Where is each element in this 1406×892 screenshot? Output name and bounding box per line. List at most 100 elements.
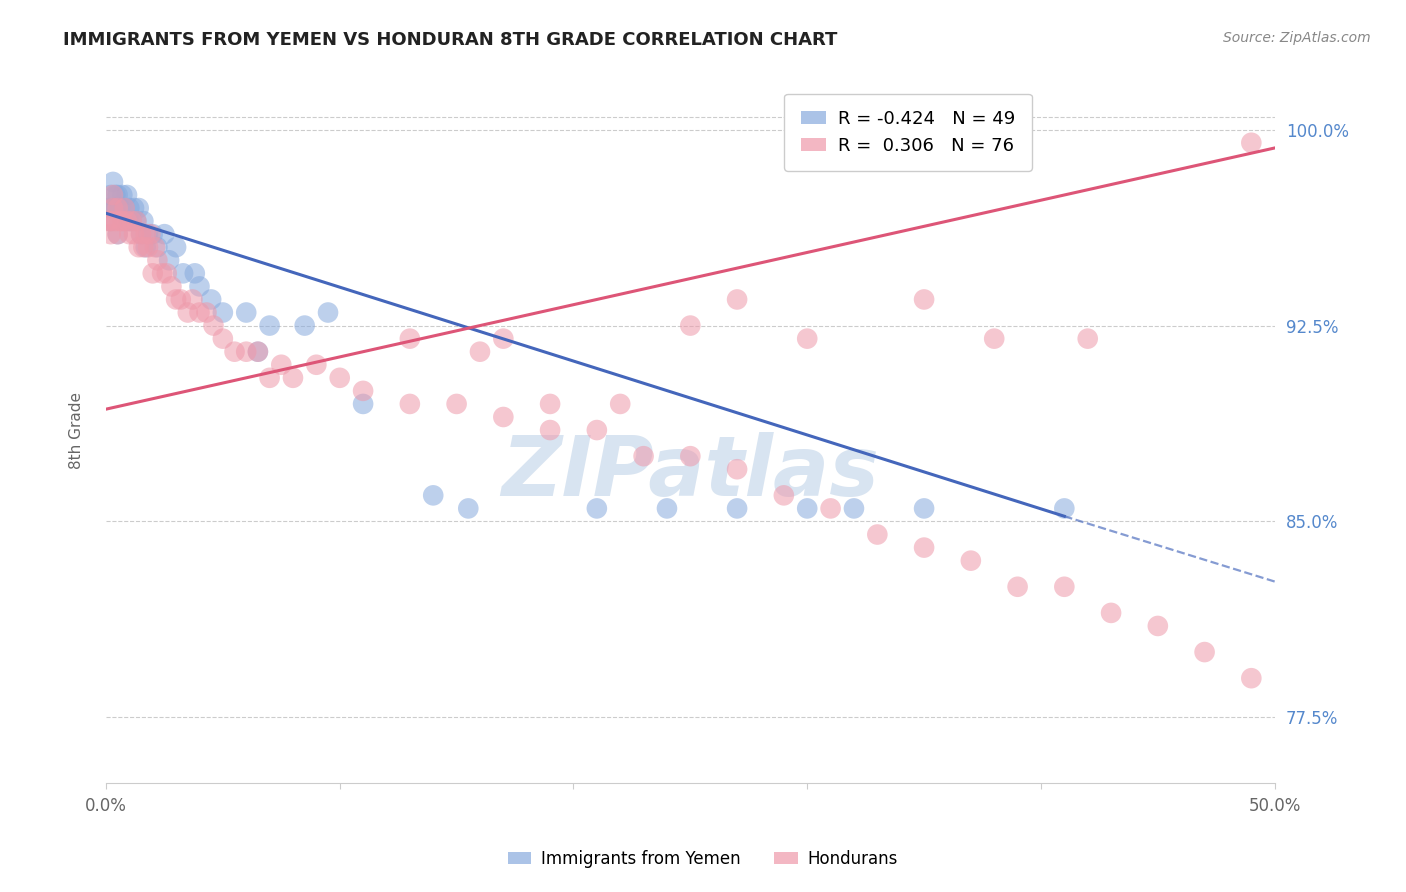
Point [142,227,165,242]
Legend: R = -0.424   N = 49, R =  0.306   N = 76: R = -0.424 N = 49, R = 0.306 N = 76 [785,94,1032,171]
Point [329,371,352,385]
Point [796,332,818,346]
Point [399,332,422,346]
Point [725,501,748,516]
Point [585,501,607,516]
Point [115,188,138,202]
Point [122,227,145,242]
Point [107,227,129,242]
Point [143,240,166,254]
Point [107,201,129,215]
Point [150,266,173,280]
Point [177,305,200,319]
Point [772,488,794,502]
Point [104,201,127,215]
Point [1077,332,1099,346]
Point [146,253,169,268]
Point [188,279,211,293]
Point [235,305,257,319]
Point [111,188,134,202]
Point [316,305,339,319]
Point [108,214,131,228]
Point [305,358,328,372]
Point [1099,606,1122,620]
Point [1053,580,1076,594]
Point [146,240,169,254]
Point [202,318,225,333]
Point [101,201,124,215]
Point [1194,645,1216,659]
Point [259,318,281,333]
Point [912,293,935,307]
Point [1007,580,1029,594]
Point [796,501,818,516]
Point [129,227,152,242]
Point [655,501,678,516]
Point [725,293,748,307]
Point [170,293,193,307]
Point [912,501,935,516]
Point [135,227,157,242]
Point [1053,501,1076,516]
Point [122,201,145,215]
Point [468,344,491,359]
Point [108,201,131,215]
Point [136,227,159,242]
Point [125,214,148,228]
Point [820,501,842,516]
Point [585,423,607,437]
Point [114,214,136,228]
Point [165,240,187,254]
Point [132,214,155,228]
Point [1240,671,1263,685]
Point [160,279,183,293]
Point [118,201,141,215]
Legend: Immigrants from Yemen, Hondurans: Immigrants from Yemen, Hondurans [502,844,904,875]
Point [100,214,122,228]
Point [422,488,444,502]
Point [121,214,143,228]
Point [212,332,235,346]
Text: ZIPatlas: ZIPatlas [502,432,879,513]
Point [184,266,207,280]
Point [97,201,120,215]
Point [114,201,136,215]
Point [246,344,269,359]
Point [125,214,148,228]
Point [492,409,515,424]
Point [128,201,150,215]
Point [200,293,222,307]
Text: 8th Grade: 8th Grade [69,392,84,468]
Point [195,305,218,319]
Point [912,541,935,555]
Point [142,266,165,280]
Point [111,214,134,228]
Point [115,214,138,228]
Point [281,371,304,385]
Point [139,227,162,242]
Point [181,293,204,307]
Point [246,344,269,359]
Point [235,344,257,359]
Point [842,501,865,516]
Point [153,227,176,242]
Point [224,344,246,359]
Point [135,240,157,254]
Point [492,332,515,346]
Point [399,397,422,411]
Point [259,371,281,385]
Point [136,240,159,254]
Point [129,227,152,242]
Point [457,501,479,516]
Point [165,293,187,307]
Point [188,305,211,319]
Point [104,188,127,202]
Point [104,214,127,228]
Point [118,214,141,228]
Point [538,423,561,437]
Point [1146,619,1168,633]
Point [156,266,179,280]
Point [107,227,129,242]
Point [725,462,748,476]
Point [101,175,124,189]
